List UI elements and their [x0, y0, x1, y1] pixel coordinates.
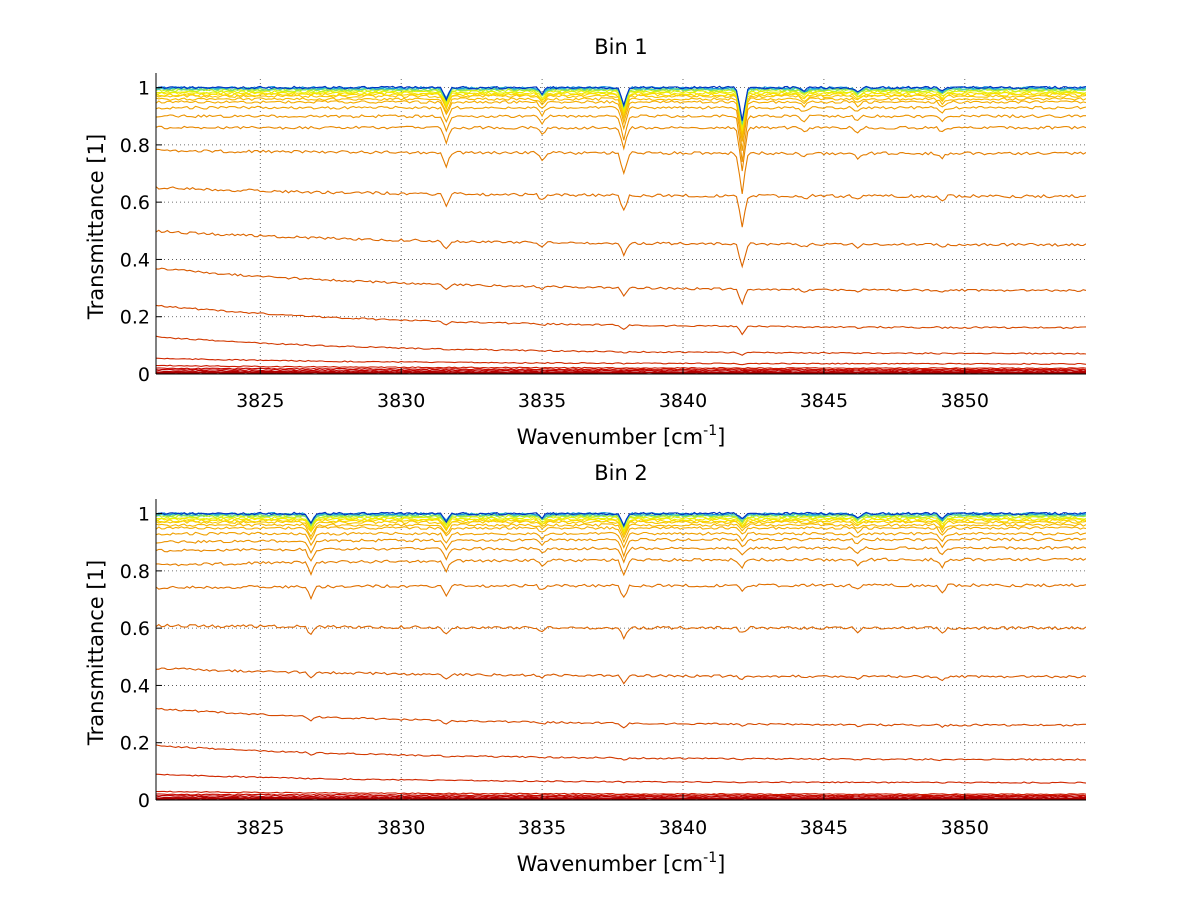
y-tick-label: 1 — [138, 504, 150, 526]
x-axis-label-sup: -1 — [703, 423, 717, 439]
x-tick-label: 3840 — [659, 817, 707, 839]
x-tick-label: 3825 — [236, 817, 284, 839]
series-line — [156, 99, 1086, 142]
y-tick-label: 0 — [138, 364, 150, 386]
series-line — [156, 523, 1086, 539]
series-line — [156, 623, 1086, 641]
chart-panel-1: 3825 3830 3835 3840 3845 3850 0 0.2 0.4 0.6 0.8 1 Bi… — [84, 35, 1086, 449]
series-line — [156, 557, 1086, 577]
series-line — [156, 267, 1086, 306]
series-line — [156, 367, 1086, 371]
series-line — [156, 583, 1086, 601]
y-axis-label: Transmittance [1] — [84, 134, 108, 320]
x-axis-label-close: ] — [717, 852, 725, 876]
x-axis-label-close: ] — [717, 425, 725, 449]
series-line — [156, 368, 1086, 372]
series-line — [156, 707, 1086, 729]
series-line — [156, 790, 1086, 796]
series-line — [156, 335, 1086, 356]
series-line — [156, 105, 1086, 151]
chart-title: Bin 2 — [594, 461, 648, 485]
x-axis-label-sup: -1 — [703, 850, 717, 866]
chart-panel-2: 3825 3830 3835 3840 3845 3850 0 0.2 0.4 0.6 0.8 1 Bi… — [84, 461, 1086, 876]
x-tick-label: 3835 — [518, 390, 566, 412]
x-axis-label-main: Wavenumber [cm — [517, 852, 703, 876]
series-line — [156, 186, 1086, 228]
y-tick-label: 0.6 — [120, 618, 150, 640]
series-line — [156, 794, 1086, 798]
y-tick-label: 1 — [138, 78, 150, 100]
x-axis-label: Wavenumber [cm-1] — [517, 423, 726, 449]
series-line — [156, 525, 1086, 544]
series-line — [156, 114, 1086, 162]
series-line — [156, 370, 1086, 373]
x-tick-label: 3835 — [518, 817, 566, 839]
series-line — [156, 517, 1086, 533]
series-group — [156, 85, 1086, 374]
x-tick-label: 3830 — [377, 817, 425, 839]
series-line — [156, 511, 1086, 528]
x-tick-label: 3845 — [800, 817, 848, 839]
series-line — [156, 97, 1086, 138]
series-line — [156, 744, 1086, 762]
series-line — [156, 531, 1086, 549]
y-tick-label: 0.6 — [120, 192, 150, 214]
series-line — [156, 125, 1086, 172]
x-tick-label: 3830 — [377, 390, 425, 412]
y-axis-label: Transmittance [1] — [84, 560, 108, 746]
series-line — [156, 796, 1086, 799]
series-line — [156, 148, 1086, 194]
series-line — [156, 793, 1086, 797]
x-tick-label: 3840 — [659, 390, 707, 412]
series-group — [156, 511, 1086, 800]
series-line — [156, 91, 1086, 131]
series-line — [156, 357, 1086, 366]
x-axis-label-main: Wavenumber [cm — [517, 425, 703, 449]
x-tick-label: 3825 — [236, 390, 284, 412]
x-tick-label: 3850 — [941, 817, 989, 839]
y-tick-label: 0.2 — [120, 733, 150, 755]
x-axis-label: Wavenumber [cm-1] — [517, 850, 726, 876]
series-line — [156, 537, 1086, 558]
series-line — [156, 364, 1086, 370]
series-line — [156, 85, 1086, 121]
y-tick-label: 0.4 — [120, 675, 150, 697]
series-line — [156, 667, 1086, 685]
series-line — [156, 229, 1086, 269]
y-tick-label: 0.2 — [120, 307, 150, 329]
series-line — [156, 773, 1086, 784]
x-tick-label: 3850 — [941, 390, 989, 412]
chart-title: Bin 1 — [594, 35, 648, 59]
series-line — [156, 304, 1086, 336]
y-tick-label: 0.8 — [120, 135, 150, 157]
y-tick-label: 0 — [138, 790, 150, 812]
y-tick-label: 0.8 — [120, 561, 150, 583]
y-tick-label: 0.4 — [120, 249, 150, 271]
series-line — [156, 546, 1086, 564]
x-tick-label: 3845 — [800, 390, 848, 412]
